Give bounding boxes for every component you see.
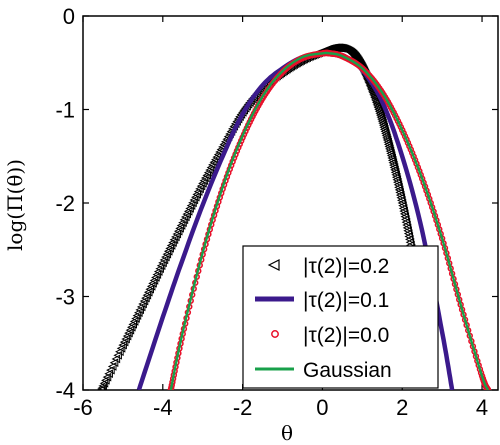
y-tick-label: -4 — [55, 378, 75, 403]
y-tick-label: -1 — [55, 98, 75, 123]
circle-marker — [484, 386, 492, 390]
triangle-marker — [374, 107, 384, 116]
triangle-marker — [391, 172, 401, 182]
legend-label: |τ(2)|=0.0 — [303, 324, 389, 347]
triangle-marker — [385, 146, 395, 156]
triangle-marker — [97, 383, 106, 390]
triangle-marker — [386, 151, 396, 160]
triangle-marker — [372, 99, 382, 109]
triangle-marker — [382, 133, 391, 143]
triangle-marker — [377, 116, 387, 126]
y-tick-label: 0 — [63, 4, 75, 29]
triangle-marker — [391, 170, 400, 180]
triangle-marker — [373, 103, 383, 112]
triangle-marker — [106, 365, 115, 375]
triangle-marker — [396, 193, 406, 203]
y-tick-label: -2 — [55, 191, 75, 216]
triangle-marker — [382, 135, 392, 145]
x-tick-label: -4 — [153, 395, 173, 420]
series-layer — [96, 43, 492, 390]
x-tick-label: 0 — [316, 395, 328, 420]
triangle-marker — [395, 188, 404, 197]
triangle-marker — [107, 362, 117, 371]
x-tick-label: -6 — [73, 395, 93, 420]
triangle-marker — [389, 163, 399, 172]
triangle-marker — [375, 110, 385, 120]
triangle-marker — [379, 122, 388, 132]
triangle-marker — [383, 140, 393, 149]
triangle-marker — [386, 149, 395, 158]
x-axis-label: θ — [281, 421, 293, 445]
legend-entry-tau-0-2: |τ(2)|=0.2 — [267, 255, 389, 278]
y-axis-ticks: 0 -1 -2 -3 -4 — [55, 4, 498, 403]
triangle-marker — [380, 127, 390, 136]
x-tick-label: 4 — [476, 395, 488, 420]
x-tick-label: -2 — [233, 395, 253, 420]
triangle-marker — [384, 142, 394, 151]
triangle-marker — [104, 369, 113, 379]
triangle-marker — [115, 347, 124, 357]
triangle-marker — [379, 125, 389, 134]
plot-area: -6 -4 -2 0 2 4 0-1-2-3-4 — [55, 4, 499, 420]
triangle-marker — [378, 120, 388, 130]
triangle-marker — [394, 185, 404, 195]
legend-entry-gaussian: Gaussian — [255, 359, 392, 382]
legend-triangle-marker — [267, 259, 280, 271]
x-axis-ticks: -6 -4 -2 0 2 4 — [73, 16, 488, 420]
triangle-marker — [381, 131, 391, 140]
triangle-marker — [394, 183, 403, 192]
triangle-marker — [385, 144, 394, 154]
legend-entry-tau-0-1: |τ(2)|=0.1 — [255, 289, 389, 312]
triangle-marker — [377, 114, 386, 124]
triangle-marker — [381, 129, 390, 138]
triangle-marker — [393, 177, 402, 187]
legend-label: Gaussian — [303, 359, 392, 382]
triangle-marker — [109, 358, 119, 368]
legend-circle-marker — [271, 330, 279, 338]
triangle-marker — [374, 105, 383, 114]
triangle-marker — [111, 354, 121, 364]
triangle-marker — [390, 168, 400, 177]
triangle-marker — [383, 137, 392, 147]
triangle-marker — [387, 153, 396, 163]
triangle-marker — [388, 158, 398, 168]
x-tick-label: 2 — [396, 395, 408, 420]
legend: |τ(2)|=0.2 |τ(2)|=0.1 |τ(2)|=0.0 Gaussia… — [242, 245, 439, 389]
legend-entry-tau-0-0: |τ(2)|=0.0 — [271, 324, 389, 347]
triangle-marker — [390, 165, 399, 175]
triangle-marker — [376, 112, 386, 122]
series-gaussian-line — [169, 51, 490, 390]
triangle-marker — [387, 156, 397, 165]
legend-label: |τ(2)|=0.2 — [303, 255, 389, 278]
triangle-marker — [113, 350, 122, 360]
triangle-marker — [389, 160, 398, 170]
triangle-marker — [378, 118, 387, 128]
triangle-marker — [393, 180, 403, 190]
legend-label: |τ(2)|=0.1 — [303, 289, 389, 312]
triangle-marker — [102, 372, 112, 382]
legend-box — [242, 245, 439, 389]
triangle-marker — [375, 108, 384, 118]
triangle-marker — [373, 101, 382, 111]
y-axis-label: log(Π(θ)) — [3, 159, 27, 251]
triangle-marker — [392, 175, 402, 185]
y-tick-label: -3 — [55, 285, 75, 310]
triangle-marker — [96, 385, 105, 390]
triangle-marker — [395, 190, 405, 200]
